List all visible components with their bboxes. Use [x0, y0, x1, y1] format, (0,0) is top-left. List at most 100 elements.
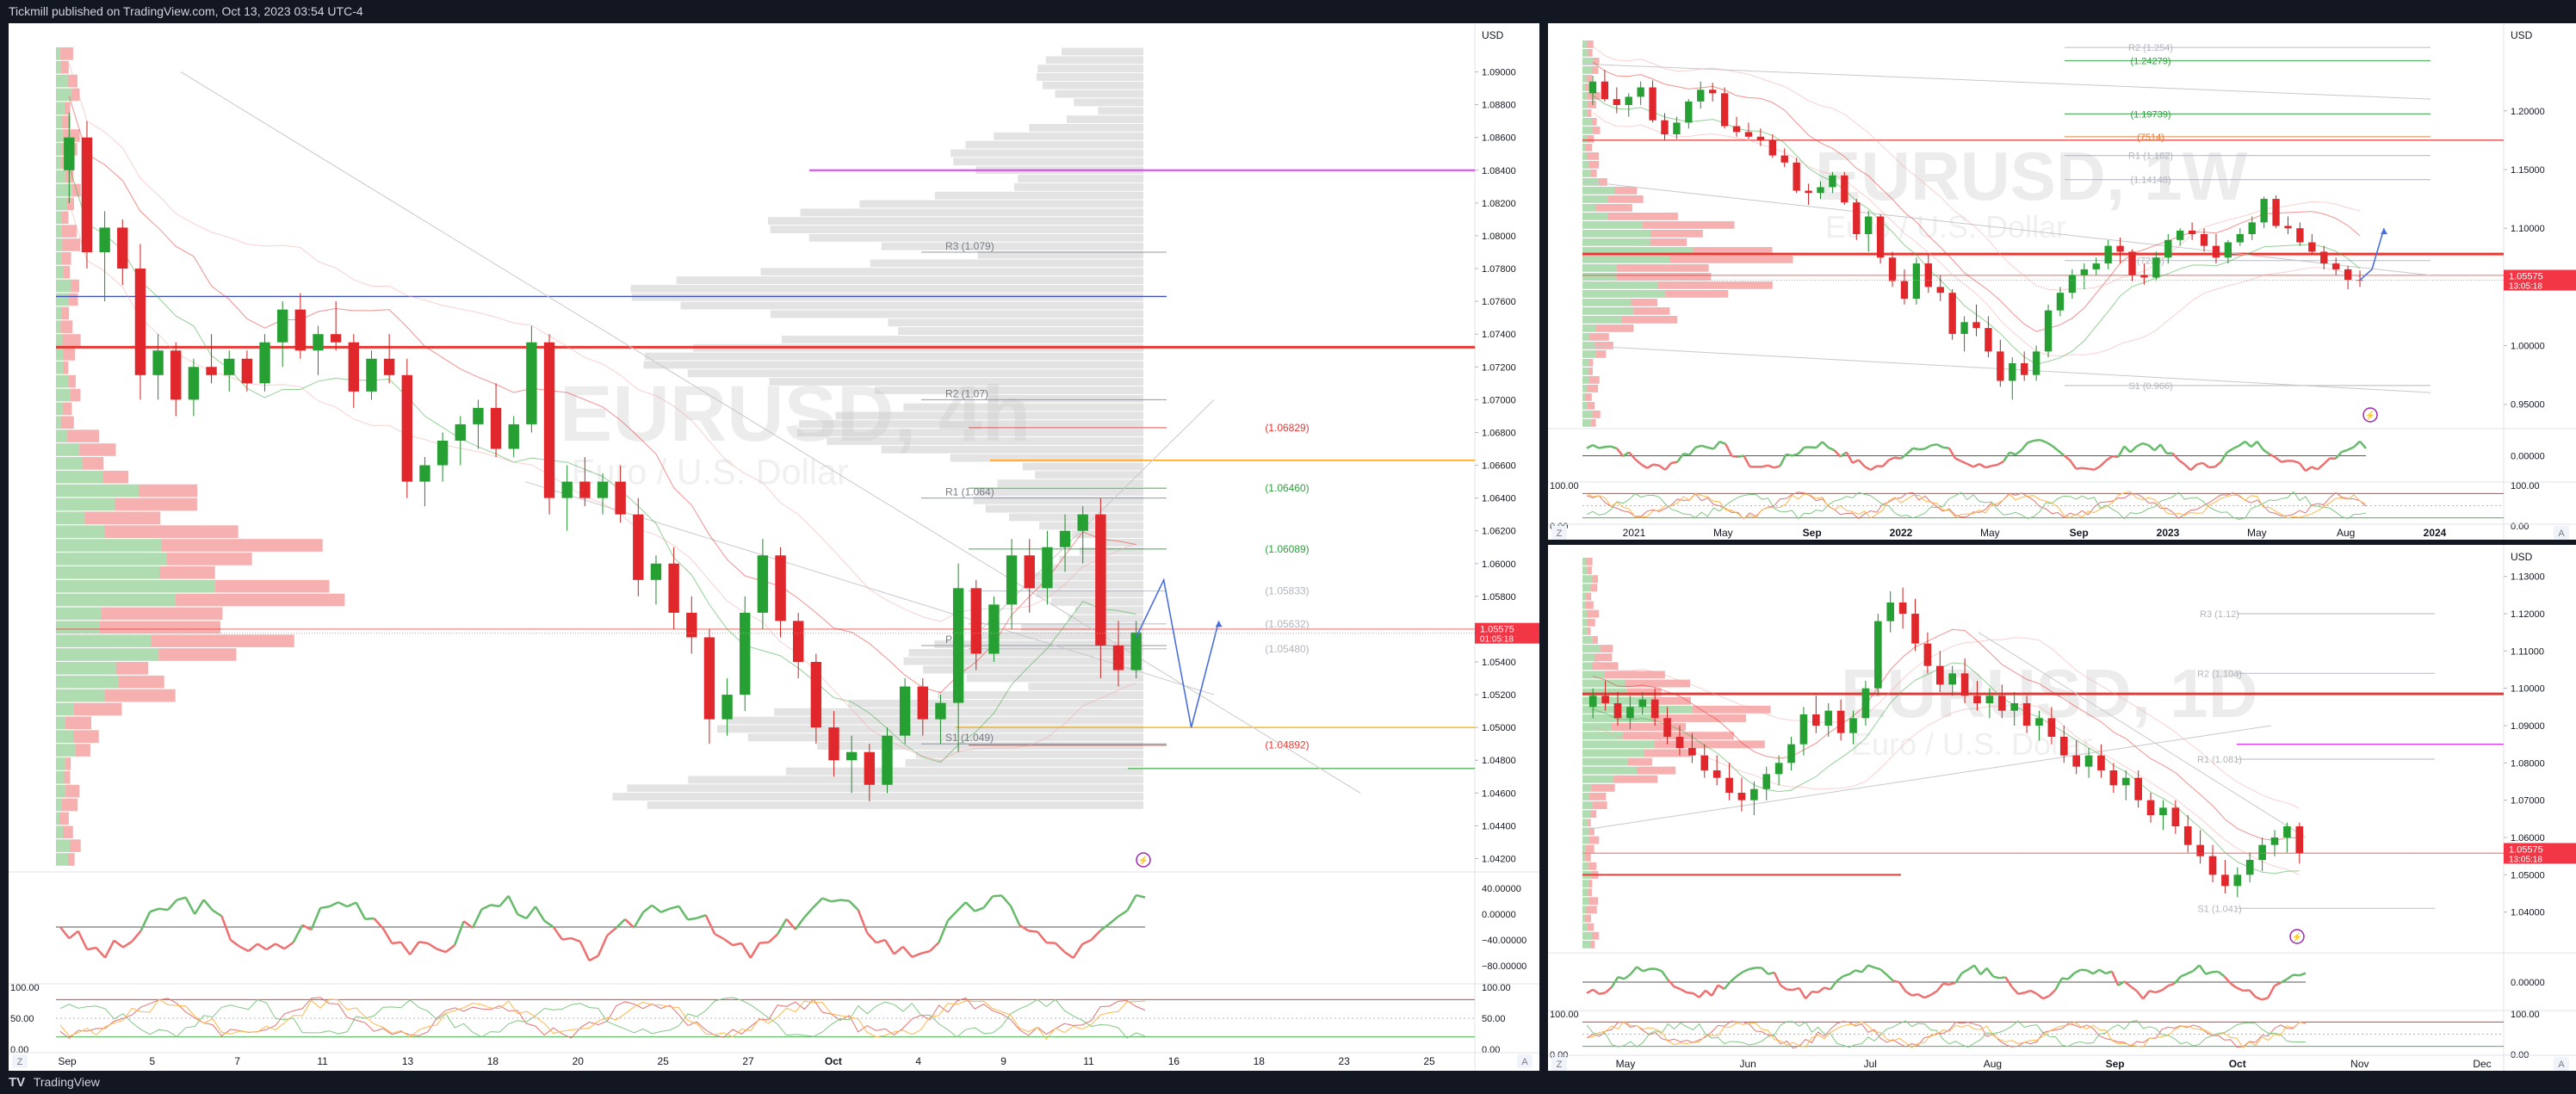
candle-body[interactable]	[1112, 645, 1124, 671]
candle-body[interactable]	[1849, 718, 1857, 733]
last-price-tag[interactable]	[1475, 622, 1539, 644]
candle-body[interactable]	[2283, 826, 2291, 837]
candle-body[interactable]	[473, 407, 484, 424]
chart-pane-1d[interactable]: USD EURUSD, 1D Euro / U.S. Dollar R3 (1.12)…	[1548, 545, 2576, 1071]
candle-body[interactable]	[970, 588, 981, 654]
candle-body[interactable]	[2272, 199, 2280, 226]
a-button[interactable]	[2554, 526, 2569, 540]
candle-body[interactable]	[259, 342, 270, 384]
candle-body[interactable]	[2022, 703, 2031, 726]
candle-body[interactable]	[2236, 234, 2244, 243]
candle-body[interactable]	[2233, 875, 2242, 887]
candle-body[interactable]	[1649, 87, 1656, 121]
candle-body[interactable]	[721, 695, 733, 720]
candle-body[interactable]	[2128, 251, 2136, 275]
price-axis-panel[interactable]	[1475, 23, 1539, 1071]
candle-body[interactable]	[2308, 242, 2316, 252]
candle-body[interactable]	[1750, 788, 1758, 800]
candle-body[interactable]	[1960, 673, 1969, 696]
candle-body[interactable]	[313, 334, 324, 351]
candle-body[interactable]	[1024, 555, 1035, 589]
candle-body[interactable]	[2068, 275, 2077, 294]
candle-body[interactable]	[1762, 774, 1771, 789]
z-button[interactable]	[1551, 526, 1567, 540]
candle-body[interactable]	[1725, 777, 1733, 793]
candle-body[interactable]	[1799, 714, 1808, 745]
candle-body[interactable]	[1836, 710, 1845, 733]
candle-body[interactable]	[1712, 770, 1721, 778]
candle-body[interactable]	[1985, 328, 1992, 352]
candle-body[interactable]	[2248, 222, 2256, 234]
candle-body[interactable]	[615, 481, 626, 515]
candle-body[interactable]	[1006, 555, 1018, 605]
candle-body[interactable]	[2258, 844, 2266, 860]
candle-body[interactable]	[1673, 122, 1681, 135]
candle-body[interactable]	[845, 751, 858, 761]
price-axis-panel[interactable]	[2504, 545, 2576, 1071]
candle-body[interactable]	[170, 350, 182, 400]
candle-body[interactable]	[117, 227, 128, 269]
candle-body[interactable]	[1601, 81, 1609, 100]
candle-body[interactable]	[1997, 695, 2006, 711]
candle-body[interactable]	[1601, 695, 1609, 703]
candle-body[interactable]	[2177, 230, 2184, 240]
candle-body[interactable]	[935, 702, 946, 720]
candle-body[interactable]	[1948, 293, 1956, 334]
candle-body[interactable]	[2245, 860, 2254, 875]
candle-body[interactable]	[188, 367, 200, 400]
candle-body[interactable]	[1774, 763, 1783, 775]
candle-body[interactable]	[882, 735, 893, 785]
candle-body[interactable]	[810, 662, 822, 728]
candle-body[interactable]	[1812, 714, 1820, 726]
candle-body[interactable]	[401, 374, 412, 482]
candle-body[interactable]	[2171, 807, 2180, 826]
candle-body[interactable]	[2072, 755, 2080, 767]
candle-body[interactable]	[1059, 530, 1071, 547]
candle-body[interactable]	[2021, 363, 2028, 375]
candle-body[interactable]	[1911, 614, 1919, 644]
projection-path[interactable]	[2359, 227, 2385, 281]
candle-body[interactable]	[2047, 718, 2056, 737]
candle-body[interactable]	[740, 612, 751, 695]
candle-body[interactable]	[1637, 87, 1644, 97]
candle-body[interactable]	[1737, 793, 1746, 800]
candle-body[interactable]	[1661, 120, 1669, 135]
candle-body[interactable]	[1732, 126, 1741, 133]
candle-body[interactable]	[2295, 826, 2304, 854]
candle-body[interactable]	[1130, 632, 1142, 671]
candle-body[interactable]	[828, 727, 839, 761]
candle-body[interactable]	[2010, 703, 2018, 711]
candle-body[interactable]	[703, 637, 715, 720]
candle-body[interactable]	[793, 621, 804, 662]
candle-body[interactable]	[2109, 770, 2118, 786]
candle-body[interactable]	[99, 227, 110, 252]
candle-body[interactable]	[543, 342, 555, 498]
candle-body[interactable]	[1948, 673, 1957, 685]
candle-body[interactable]	[1697, 90, 1705, 102]
candle-body[interactable]	[2212, 245, 2220, 258]
footer-brand[interactable]: TradingView	[33, 1075, 100, 1089]
candle-body[interactable]	[1900, 281, 1909, 299]
candle-body[interactable]	[561, 481, 573, 498]
candle-body[interactable]	[1709, 90, 1717, 94]
events-bolt-icon[interactable]	[2362, 407, 2378, 423]
candle-body[interactable]	[2188, 230, 2196, 234]
candle-body[interactable]	[2332, 263, 2340, 269]
candle-body[interactable]	[668, 563, 679, 613]
candle-body[interactable]	[1780, 155, 1788, 163]
candle-body[interactable]	[1700, 755, 1709, 770]
candle-body[interactable]	[348, 342, 360, 392]
candle-body[interactable]	[1960, 322, 1968, 334]
candle-body[interactable]	[2224, 242, 2232, 258]
candle-body[interactable]	[2152, 257, 2160, 278]
candle-body[interactable]	[2146, 800, 2155, 815]
candle-body[interactable]	[1924, 263, 1932, 287]
candle-body[interactable]	[2104, 245, 2112, 264]
candle-body[interactable]	[2164, 239, 2172, 258]
candle-body[interactable]	[2092, 263, 2100, 269]
candle-body[interactable]	[1973, 695, 1981, 703]
candle-body[interactable]	[1638, 699, 1647, 708]
candle-body[interactable]	[2056, 293, 2065, 311]
